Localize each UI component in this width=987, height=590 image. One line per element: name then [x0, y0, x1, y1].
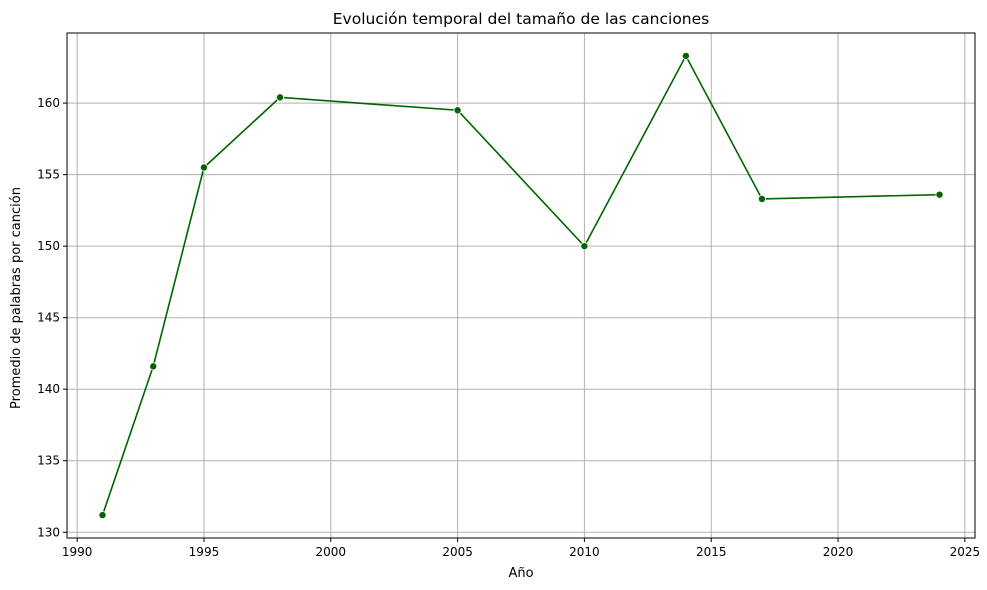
x-tick-label: 2015 [696, 545, 727, 559]
y-tick-label: 160 [37, 96, 60, 110]
x-axis-title: Año [508, 566, 533, 581]
series-layer [98, 51, 944, 520]
y-tick-label: 155 [37, 168, 60, 182]
series-line [101, 54, 940, 516]
data-point [276, 93, 285, 102]
chart-title: Evolución temporal del tamaño de las can… [333, 10, 710, 28]
y-tick-label: 130 [37, 525, 60, 539]
x-tick-label: 1990 [62, 545, 93, 559]
x-tick-label: 2005 [442, 545, 473, 559]
x-tick-label: 2025 [950, 545, 981, 559]
data-point [98, 511, 107, 520]
y-tick-label: 150 [37, 239, 60, 253]
data-point [199, 163, 208, 172]
grid [67, 33, 975, 538]
data-point [757, 194, 766, 203]
x-tick-label: 2020 [823, 545, 854, 559]
data-point [149, 362, 158, 371]
axes: 1990 1995 2000 2005 2010 2015 2020 2025 130 135 14… [37, 32, 981, 559]
y-axis-title: Promedio de palabras por canción [9, 187, 24, 409]
data-point [580, 242, 589, 251]
x-tick-label: 1995 [189, 545, 220, 559]
data-point [453, 106, 462, 115]
labels-layer: Evolución temporal del tamaño de las can… [9, 10, 709, 581]
data-point [681, 51, 690, 60]
data-point [935, 190, 944, 199]
y-tick-label: 140 [37, 382, 60, 396]
plot-frame [66, 32, 976, 539]
y-tick-label: 145 [37, 311, 60, 325]
x-tick-label: 2000 [316, 545, 347, 559]
y-tick-label: 135 [37, 454, 60, 468]
x-tick-label: 2010 [569, 545, 600, 559]
